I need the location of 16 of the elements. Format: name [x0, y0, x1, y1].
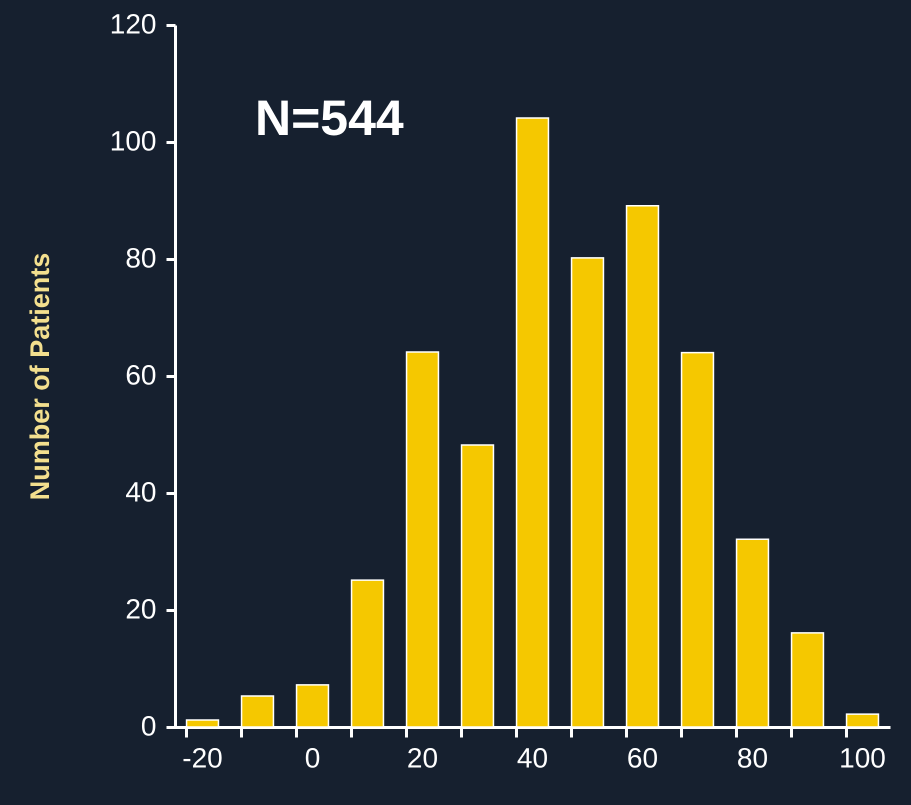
- x-tick-label: 100: [839, 742, 886, 774]
- y-tick-label: 40: [125, 476, 156, 508]
- x-tick-label: -20: [182, 742, 223, 774]
- y-tick-label: 60: [125, 360, 156, 390]
- y-tick-label: 100: [110, 126, 156, 156]
- x-tick-label: 60: [626, 742, 658, 774]
- x-tick-label: 80: [736, 742, 768, 774]
- x-tick-label: 0: [304, 742, 320, 774]
- y-tick-label: 20: [125, 594, 156, 624]
- y-tick-label: 0: [140, 710, 156, 742]
- y-axis-title: Number of Patients: [24, 252, 55, 500]
- annotation: N=544: [255, 90, 404, 146]
- y-tick-label: 80: [125, 242, 156, 274]
- x-tick-label: 40: [516, 742, 548, 774]
- x-tick-label: 20: [406, 742, 438, 774]
- y-tick-label: 120: [110, 8, 156, 40]
